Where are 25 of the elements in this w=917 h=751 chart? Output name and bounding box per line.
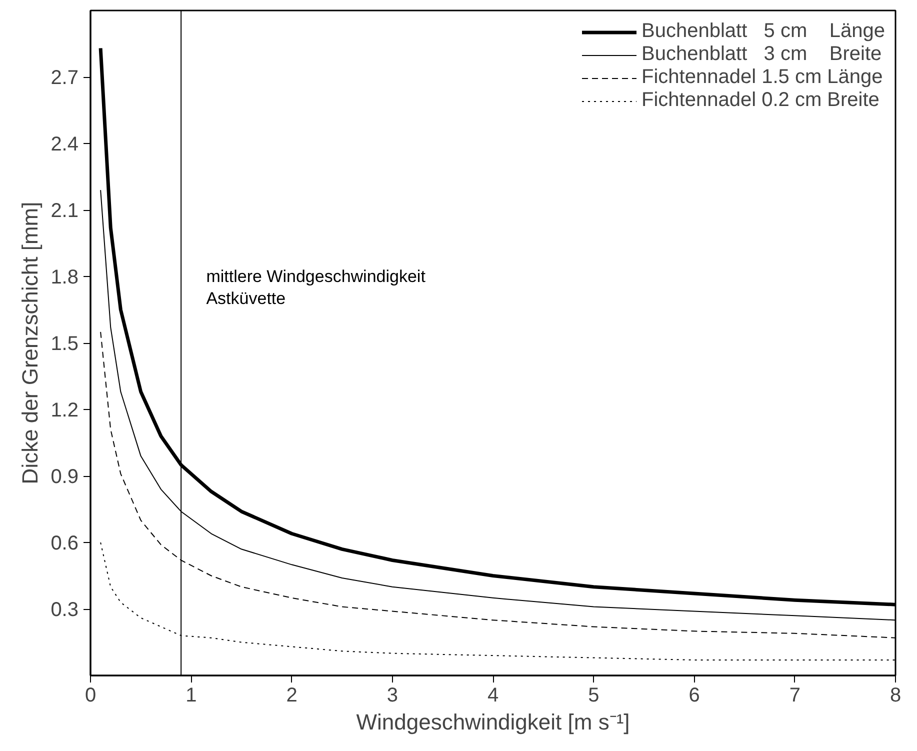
y-tick-label: 2.1 — [50, 200, 79, 222]
legend-label: Buchenblatt 3 cm Breite — [642, 43, 882, 66]
x-tick-label: 0 — [84, 684, 96, 706]
y-tick-label: 1.8 — [50, 266, 79, 288]
x-tick-label: 4 — [487, 684, 499, 706]
x-tick-label: 5 — [588, 684, 600, 706]
y-tick-label: 1.5 — [50, 333, 79, 355]
x-tick-label: 8 — [890, 684, 902, 706]
x-tick-label: 2 — [286, 684, 298, 706]
y-tick-label: 1.2 — [50, 400, 79, 422]
y-tick-label: 0.3 — [50, 599, 79, 621]
x-tick-label: 3 — [386, 684, 398, 706]
y-tick-label: 0.9 — [50, 466, 79, 488]
y-axis-title: Dicke der Grenzschicht [mm] — [18, 202, 43, 484]
y-tick-label: 0.6 — [50, 532, 79, 554]
y-tick-label: 2.7 — [50, 67, 79, 89]
x-tick-label: 1 — [186, 684, 197, 706]
ref-line-label: mittlere Windgeschwindigkeit Astküvette — [206, 267, 426, 308]
legend-label: Buchenblatt 5 cm Länge — [642, 20, 885, 43]
x-tick-label: 6 — [688, 684, 700, 706]
x-axis-title: Windgeschwindigkeit [m s⁻¹] — [356, 710, 630, 734]
y-tick-label: 2.4 — [50, 134, 79, 156]
legend-label: Fichtennadel 1.5 cm Länge — [642, 66, 883, 89]
x-tick-label: 7 — [789, 684, 800, 706]
legend-label: Fichtennadel 0.2 cm Breite — [642, 89, 880, 112]
